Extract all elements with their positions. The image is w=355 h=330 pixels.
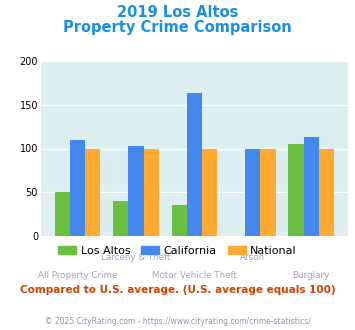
Bar (202, 148, 217, 236)
Text: Motor Vehicle Theft: Motor Vehicle Theft (152, 271, 237, 280)
Bar (70, 140, 85, 236)
Text: © 2025 CityRating.com - https://www.cityrating.com/crime-statistics/: © 2025 CityRating.com - https://www.city… (45, 317, 310, 326)
Text: All Property Crime: All Property Crime (38, 271, 117, 280)
Bar (171, 205, 187, 236)
Bar (304, 137, 319, 236)
Bar (143, 148, 159, 236)
Bar (129, 146, 143, 236)
Bar (85, 148, 100, 236)
Text: Compared to U.S. average. (U.S. average equals 100): Compared to U.S. average. (U.S. average … (20, 285, 335, 295)
Text: Larceny & Theft: Larceny & Theft (101, 253, 171, 262)
Bar (319, 148, 334, 236)
Bar (113, 201, 129, 236)
Bar (55, 192, 70, 236)
Text: Property Crime Comparison: Property Crime Comparison (63, 20, 292, 35)
Bar (288, 144, 304, 236)
Bar (187, 93, 202, 236)
Bar (245, 148, 260, 236)
Text: Arson: Arson (240, 253, 265, 262)
Text: 2019 Los Altos: 2019 Los Altos (117, 5, 238, 20)
Legend: Los Altos, California, National: Los Altos, California, National (54, 241, 301, 260)
Text: Burglary: Burglary (293, 271, 330, 280)
Bar (260, 148, 275, 236)
